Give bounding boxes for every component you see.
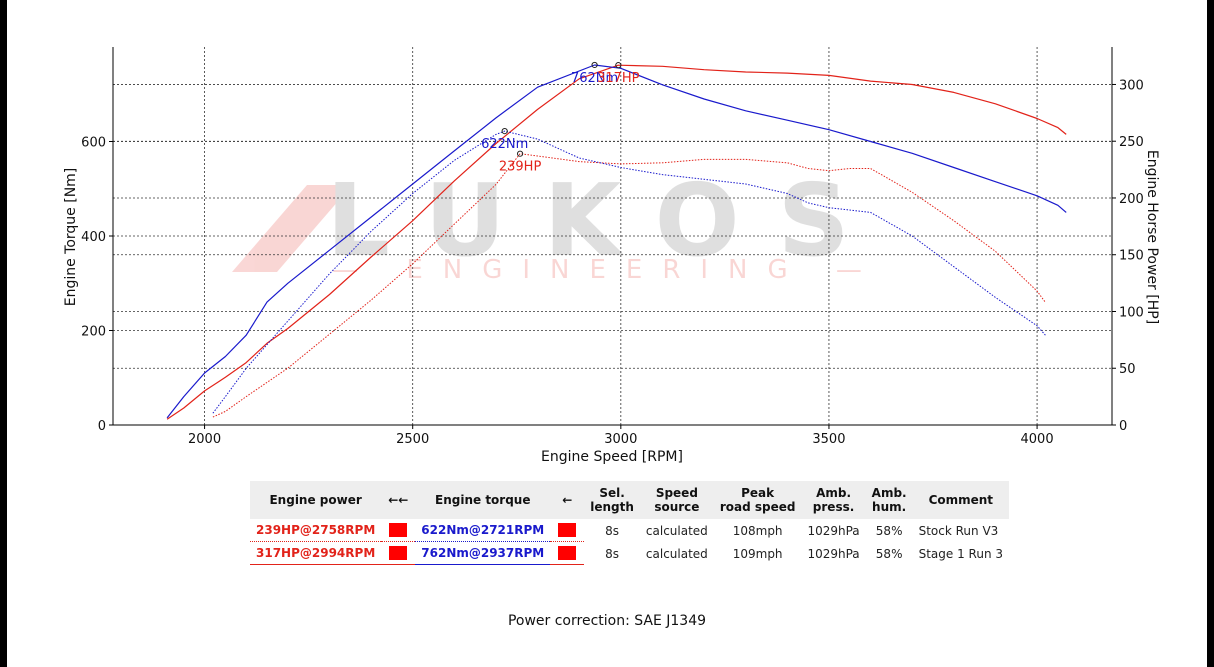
- col-peak-speed: Peak road speed: [713, 481, 802, 519]
- x-tick-label: 2000: [188, 432, 221, 447]
- row-amb-hum: 58%: [875, 546, 903, 561]
- y-right-tick-label: 200: [1119, 192, 1144, 207]
- y-right-tick-label: 150: [1119, 249, 1144, 264]
- col-torque-arrow: ←: [550, 481, 585, 519]
- y-right-tick-label: 250: [1119, 135, 1144, 150]
- row-comment: Stock Run V3: [918, 523, 999, 538]
- col-engine-torque: Engine torque: [415, 481, 551, 519]
- row-amb-hum: 58%: [875, 523, 903, 538]
- row-speed-source: calculated: [645, 523, 708, 538]
- col-comment: Comment: [912, 481, 1010, 519]
- row-sel-length: 8s: [605, 523, 620, 538]
- row-torque-swatch[interactable]: [550, 542, 585, 565]
- torque-line-stage1: [166, 64, 1067, 419]
- row-amb-press: 1029hPa: [807, 546, 860, 561]
- row-amb-press: 1029hPa: [807, 523, 860, 538]
- y-left-axis-label: Engine Torque [Nm]: [63, 168, 79, 307]
- x-tick-label: 3500: [812, 432, 845, 447]
- row-peak-speed: 109mph: [732, 546, 783, 561]
- color-swatch-icon: [389, 546, 408, 561]
- row-comment: Stage 1 Run 3: [918, 546, 1004, 561]
- torque-line-stock: [212, 130, 1046, 414]
- x-axis-label: Engine Speed [RPM]: [541, 449, 683, 465]
- table-row: 317HP@2994RPM 762Nm@2937RPM 8s calculate…: [250, 542, 1009, 565]
- table-row: 239HP@2758RPM 622Nm@2721RPM 8s calculate…: [250, 519, 1009, 542]
- y-right-axis-label: Engine Horse Power [HP]: [1144, 150, 1160, 324]
- peak-label: 239HP: [499, 160, 542, 175]
- y-left-tick-label: 200: [81, 325, 106, 340]
- y-right-tick-label: 100: [1119, 305, 1144, 320]
- row-power: 239HP@2758RPM: [250, 519, 382, 542]
- row-torque: 762Nm@2937RPM: [415, 542, 551, 565]
- peak-label: 762Nm: [571, 71, 618, 86]
- y-left-tick-label: 600: [81, 136, 106, 151]
- dyno-chart: LUKOS — ENGINEERING — 2000 2500 3000 3500 40…: [63, 47, 1160, 465]
- row-power-swatch[interactable]: [381, 519, 416, 542]
- dyno-report: LUKOS — ENGINEERING — 2000 2500 3000 3500 40…: [7, 0, 1207, 667]
- row-torque: 622Nm@2721RPM: [415, 519, 551, 542]
- y-left-axis-ticks: 0 200 400 600: [81, 136, 113, 434]
- y-right-tick-label: 0: [1119, 419, 1127, 434]
- run-summary-table: Engine power ←← Engine torque ← Sel. len…: [250, 481, 1010, 565]
- power-line-stage1: [166, 64, 1067, 420]
- y-left-tick-label: 0: [98, 419, 106, 434]
- color-swatch-icon: [389, 523, 408, 538]
- y-right-tick-label: 50: [1119, 362, 1136, 377]
- row-speed-source: calculated: [645, 546, 708, 561]
- peak-marker: [501, 128, 508, 135]
- peak-marker: [615, 62, 622, 69]
- row-torque-swatch[interactable]: [550, 519, 585, 542]
- y-left-tick-label: 400: [81, 230, 106, 245]
- peak-label: 622Nm: [481, 137, 528, 152]
- col-amb-press: Amb. press.: [801, 481, 866, 519]
- peak-marker: [591, 61, 598, 69]
- chart-series: [166, 64, 1067, 420]
- power-line-stock: [212, 153, 1046, 418]
- col-speed-source: Speed source: [639, 481, 714, 519]
- x-tick-label: 2500: [396, 432, 429, 447]
- col-amb-hum: Amb. hum.: [865, 481, 913, 519]
- color-swatch-icon: [558, 546, 577, 561]
- col-engine-power: Engine power: [250, 481, 382, 519]
- row-sel-length: 8s: [605, 546, 620, 561]
- watermark-sub-text: — ENGINEERING —: [332, 255, 882, 285]
- row-power: 317HP@2994RPM: [250, 542, 382, 565]
- x-tick-label: 4000: [1021, 432, 1054, 447]
- y-right-tick-label: 300: [1119, 78, 1144, 93]
- row-power-swatch[interactable]: [381, 542, 416, 565]
- power-correction-note: Power correction: SAE J1349: [507, 613, 707, 629]
- row-peak-speed: 108mph: [732, 523, 783, 538]
- x-tick-label: 3000: [604, 432, 637, 447]
- x-axis-ticks: 2000 2500 3000 3500 4000: [188, 425, 1054, 447]
- y-right-axis-ticks: 0 50 100 150 200 250 300: [1112, 78, 1144, 434]
- color-swatch-icon: [558, 523, 577, 538]
- table-header-row: Engine power ←← Engine torque ← Sel. len…: [250, 481, 1010, 519]
- col-sel-length: Sel. length: [584, 481, 640, 519]
- peak-label: 317HP: [597, 71, 640, 86]
- watermark-logo: LUKOS — ENGINEERING —: [232, 162, 882, 285]
- col-power-arrow: ←←: [381, 481, 416, 519]
- peak-marker: [516, 150, 524, 157]
